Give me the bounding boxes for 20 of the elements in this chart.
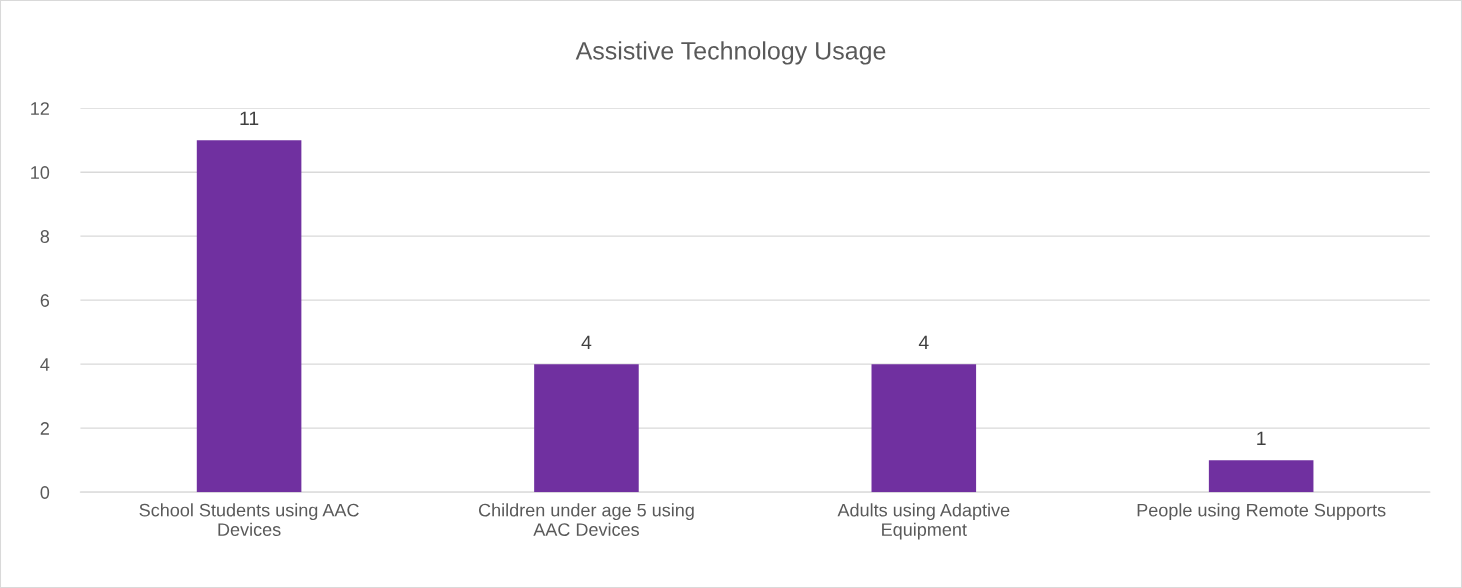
data-label: 4 — [918, 335, 929, 350]
data-label: 4 — [581, 335, 592, 350]
y-tick-label: 6 — [40, 294, 50, 307]
bar — [196, 140, 302, 493]
y-tick-label: 4 — [40, 358, 50, 371]
x-tick-label: School Students using AAC Devices — [139, 503, 359, 536]
y-tick-label: 10 — [31, 166, 50, 179]
y-tick-label: 12 — [31, 102, 49, 115]
x-tick-label: Adults using Adaptive Equipment — [837, 503, 1010, 540]
data-label: 1 — [1257, 431, 1266, 446]
y-tick-label: 8 — [40, 230, 50, 243]
data-label: 11 — [240, 111, 259, 126]
y-tick-label: 2 — [40, 422, 49, 435]
bar — [871, 364, 977, 493]
bar — [534, 364, 639, 493]
x-tick-label: People using Remote Supports — [1137, 503, 1386, 521]
x-tick-label: Children under age 5 using AAC Devices — [478, 503, 694, 536]
chart-title: Assistive Technology Usage — [575, 41, 886, 65]
y-tick-label: 0 — [40, 486, 50, 499]
bar — [1208, 460, 1314, 493]
